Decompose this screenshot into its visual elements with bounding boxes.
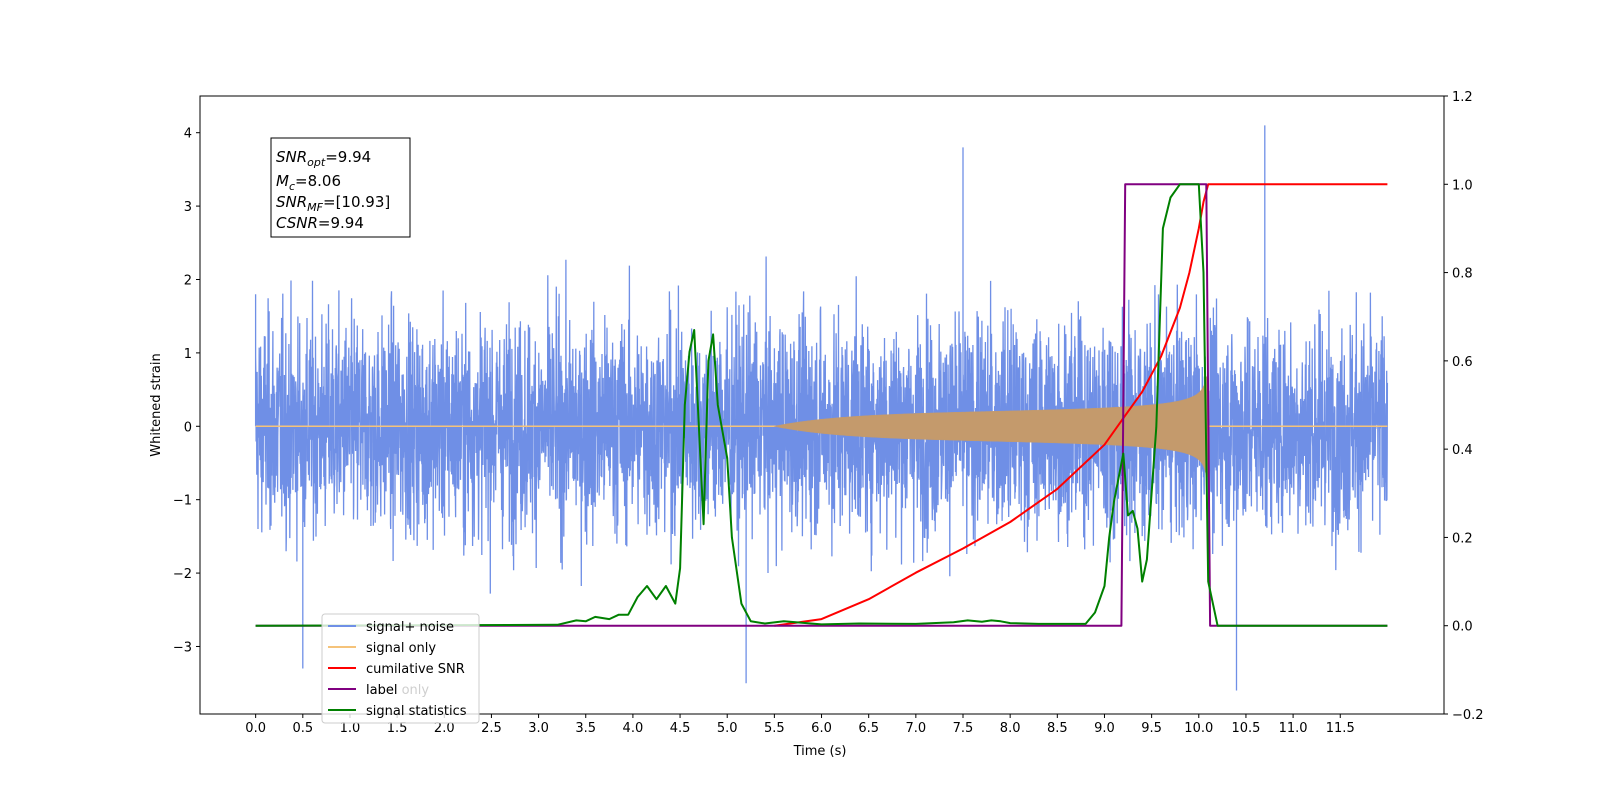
y2-tick-label: 0.0 (1452, 620, 1473, 635)
y-tick-label: −2 (173, 567, 192, 582)
y-tick-label: 2 (184, 273, 192, 288)
x-tick-label: 8.0 (1000, 721, 1021, 736)
x-tick-label: 6.0 (811, 721, 832, 736)
annotation-box: SNRopt=9.94 Mc=8.06 SNRMF=[10.93] CSNR=9… (270, 137, 411, 238)
legend-label-signal-statistics: signal statistics (366, 704, 467, 719)
x-tick-label: 1.0 (340, 721, 361, 736)
legend-label-signal-noise: signal+ noise (366, 620, 454, 635)
y-axis-title: Whitened strain (149, 353, 164, 456)
y2-tick-label: 0.4 (1452, 443, 1473, 458)
snr-mf-value: [10.93] (336, 193, 391, 211)
svg-text:CSNR=9.94: CSNR=9.94 (276, 214, 364, 232)
y2-tick-label: 0.8 (1452, 267, 1473, 282)
y-tick-label: 4 (184, 127, 192, 142)
mc-value: 8.06 (308, 172, 341, 190)
svg-text:Mc=8.06: Mc=8.06 (276, 172, 341, 193)
y2-tick-label: 0.6 (1452, 355, 1473, 370)
x-tick-label: 5.0 (717, 721, 738, 736)
legend-label-cumulative-snr: cumilative SNR (366, 662, 465, 677)
y-tick-label: 3 (184, 200, 192, 215)
x-tick-label: 3.0 (528, 721, 549, 736)
legend-hidden-text: label only (366, 683, 429, 698)
x-tick-label: 11.5 (1326, 721, 1355, 736)
y2-tick-label: −0.2 (1452, 708, 1484, 723)
y2-tick-label: 1.2 (1452, 90, 1473, 105)
x-tick-label: 7.5 (953, 721, 974, 736)
y-tick-label: 1 (184, 347, 192, 362)
legend: label only signal+ noise signal only cum… (321, 613, 480, 724)
y-tick-label: −1 (173, 494, 192, 509)
x-tick-label: 4.0 (623, 721, 644, 736)
snr-opt-value: 9.94 (338, 148, 371, 166)
x-tick-label: 0.0 (245, 721, 266, 736)
series-signal-noise (254, 125, 1389, 691)
y-tick-label: −3 (173, 640, 192, 655)
x-tick-label: 0.5 (292, 721, 313, 736)
x-tick-label: 4.5 (670, 721, 691, 736)
x-tick-label: 6.5 (858, 721, 879, 736)
x-axis-title: Time (s) (793, 744, 847, 759)
y2-tick-label: 1.0 (1452, 178, 1473, 193)
y-tick-label: 0 (184, 420, 192, 435)
x-tick-label: 10.0 (1184, 721, 1213, 736)
svg-text:SNRopt=9.94: SNRopt=9.94 (276, 148, 371, 169)
x-tick-label: 7.0 (905, 721, 926, 736)
svg-text:SNRMF=[10.93]: SNRMF=[10.93] (276, 193, 390, 214)
csnr-value: 9.94 (331, 214, 364, 232)
legend-label-label: label (366, 683, 397, 698)
x-tick-label: 2.0 (434, 721, 455, 736)
y2-tick-label: 0.2 (1452, 531, 1473, 546)
x-tick-label: 8.5 (1047, 721, 1068, 736)
x-tick-label: 9.0 (1094, 721, 1115, 736)
legend-label-signal-only: signal only (366, 641, 436, 656)
x-tick-label: 11.0 (1279, 721, 1308, 736)
series-signal-statistics (255, 183, 1388, 627)
x-tick-label: 2.5 (481, 721, 502, 736)
x-tick-label: 10.5 (1231, 721, 1260, 736)
x-tick-label: 3.5 (575, 721, 596, 736)
x-tick-label: 1.5 (387, 721, 408, 736)
x-tick-label: 5.5 (764, 721, 785, 736)
x-tick-label: 9.5 (1141, 721, 1162, 736)
